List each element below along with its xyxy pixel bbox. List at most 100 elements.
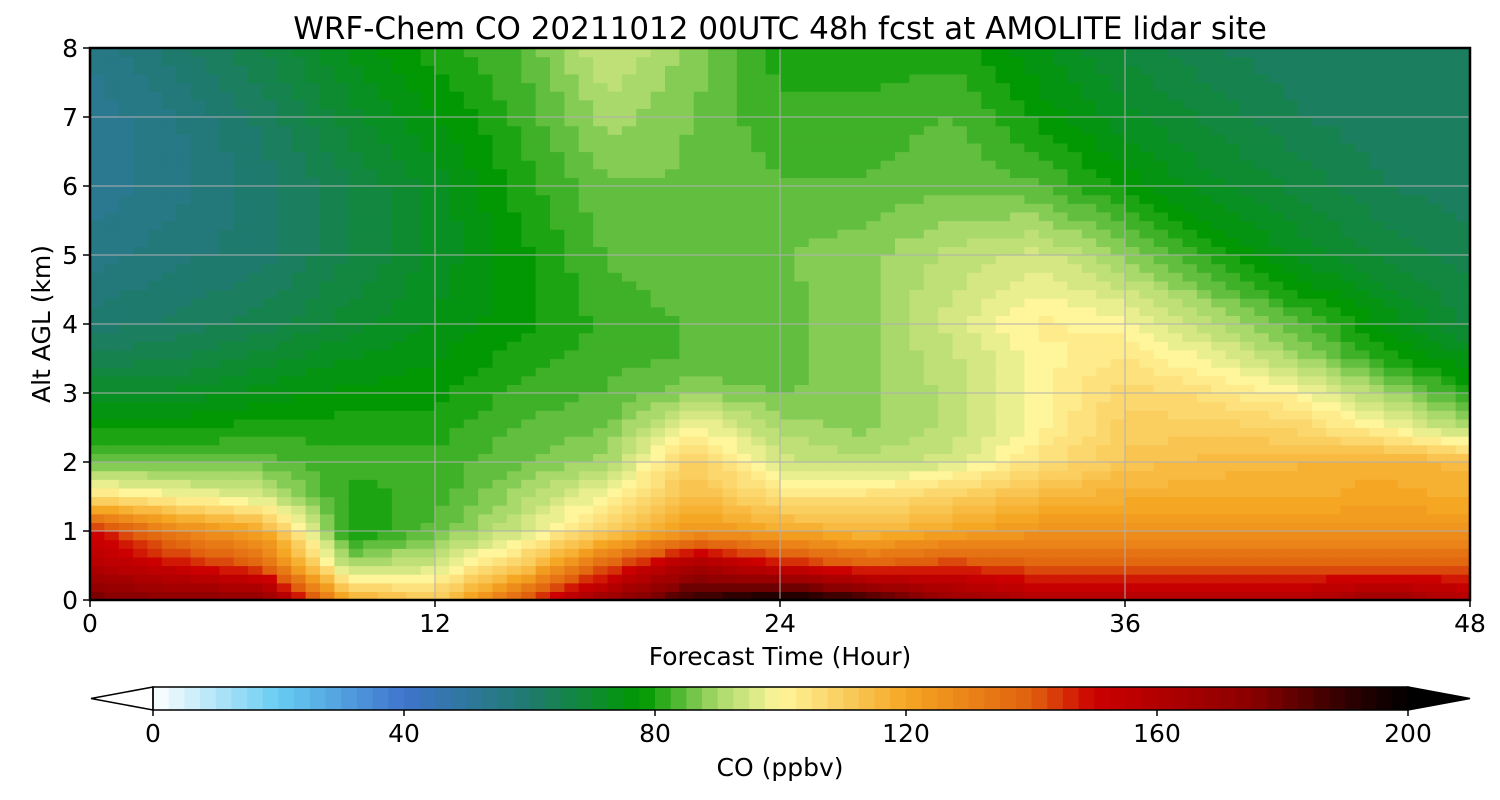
heatmap-cell	[219, 453, 235, 463]
heatmap-cell	[449, 358, 465, 368]
heatmap-cell	[492, 315, 508, 325]
heatmap-cell	[161, 315, 177, 325]
heatmap-cell	[1268, 168, 1284, 178]
heatmap-cell	[262, 539, 278, 549]
heatmap-cell	[966, 393, 982, 403]
heatmap-cell	[981, 315, 997, 325]
heatmap-cell	[492, 565, 508, 575]
heatmap-cell	[1326, 539, 1342, 549]
heatmap-cell	[708, 332, 724, 342]
heatmap-cell	[909, 306, 925, 316]
heatmap-cell	[938, 591, 954, 600]
heatmap-cell	[780, 255, 795, 265]
heatmap-cell	[995, 427, 1011, 437]
heatmap-cell	[880, 255, 896, 265]
heatmap-cell	[276, 263, 292, 273]
heatmap-cell	[334, 203, 350, 213]
heatmap-cell	[1240, 367, 1255, 377]
heatmap-cell	[276, 556, 292, 567]
heatmap-cell	[1369, 375, 1385, 385]
heatmap-cell	[420, 280, 436, 291]
heatmap-cell	[923, 548, 939, 558]
heatmap-cell	[895, 246, 910, 256]
heatmap-cell	[262, 246, 278, 256]
heatmap-cell	[593, 280, 609, 291]
heatmap-cell	[1412, 203, 1428, 213]
heatmap-cell	[104, 263, 120, 273]
heatmap-cell	[463, 418, 479, 429]
heatmap-cell	[1311, 548, 1327, 558]
heatmap-cell	[492, 177, 508, 187]
heatmap-cell	[320, 462, 335, 472]
heatmap-cell	[679, 349, 695, 360]
heatmap-cell	[909, 341, 925, 351]
heatmap-cell	[492, 375, 508, 385]
heatmap-cell	[895, 332, 910, 342]
heatmap-cell	[1225, 470, 1241, 480]
heatmap-cell	[909, 565, 925, 575]
heatmap-cell	[578, 436, 594, 446]
heatmap-cell	[262, 229, 278, 239]
heatmap-cell	[851, 462, 867, 472]
heatmap-cell	[966, 237, 982, 247]
heatmap-cell	[938, 505, 954, 515]
heatmap-cell	[995, 168, 1011, 178]
heatmap-cell	[823, 582, 839, 592]
heatmap-cell	[966, 298, 982, 308]
heatmap-cell	[837, 255, 853, 265]
heatmap-cell	[866, 418, 882, 429]
heatmap-cell	[219, 522, 235, 532]
heatmap-cell	[1297, 194, 1313, 204]
heatmap-cell	[1225, 548, 1241, 558]
heatmap-cell	[794, 462, 810, 472]
heatmap-cell	[665, 513, 680, 523]
heatmap-cell	[765, 453, 781, 463]
heatmap-cell	[621, 375, 637, 385]
heatmap-cell	[1283, 591, 1299, 600]
heatmap-cell	[463, 410, 479, 420]
heatmap-cell	[133, 375, 149, 385]
heatmap-cell	[693, 522, 709, 532]
heatmap-cell	[420, 220, 436, 230]
heatmap-cell	[1326, 401, 1342, 411]
heatmap-cell	[363, 496, 379, 506]
heatmap-cell	[1096, 298, 1112, 308]
heatmap-cell	[161, 496, 177, 506]
heatmap-cell	[1283, 487, 1299, 498]
heatmap-cell	[1110, 289, 1126, 299]
heatmap-cell	[1081, 574, 1097, 584]
heatmap-cell	[895, 531, 910, 541]
heatmap-cell	[1225, 220, 1241, 230]
heatmap-cell	[276, 237, 292, 247]
heatmap-cell	[1268, 332, 1284, 342]
heatmap-cell	[276, 565, 292, 575]
heatmap-cell	[219, 255, 235, 265]
heatmap-cell	[1010, 539, 1025, 549]
heatmap-cell	[593, 341, 609, 351]
heatmap-cell	[693, 470, 709, 480]
heatmap-cell	[1139, 324, 1155, 334]
heatmap-cell	[952, 384, 968, 394]
heatmap-cell	[981, 194, 997, 204]
heatmap-cell	[506, 358, 522, 368]
heatmap-cell	[1297, 410, 1313, 420]
heatmap-cell	[1196, 246, 1212, 256]
heatmap-cell	[190, 444, 206, 454]
heatmap-cell	[118, 246, 134, 256]
heatmap-cell	[348, 203, 364, 213]
heatmap-cell	[1125, 168, 1140, 178]
heatmap-cell	[981, 453, 997, 463]
heatmap-cell	[1024, 255, 1040, 265]
heatmap-cell	[621, 341, 637, 351]
heatmap-cell	[1283, 470, 1299, 480]
heatmap-cell	[679, 444, 695, 454]
heatmap-cell	[1196, 367, 1212, 377]
heatmap-cell	[923, 375, 939, 385]
heatmap-cell	[1053, 582, 1069, 592]
heatmap-cell	[406, 531, 422, 541]
heatmap-cell	[1254, 505, 1270, 515]
heatmap-cell	[808, 324, 824, 334]
heatmap-cell	[1196, 229, 1212, 239]
heatmap-cell	[1455, 272, 1470, 282]
heatmap-cell	[276, 410, 292, 420]
